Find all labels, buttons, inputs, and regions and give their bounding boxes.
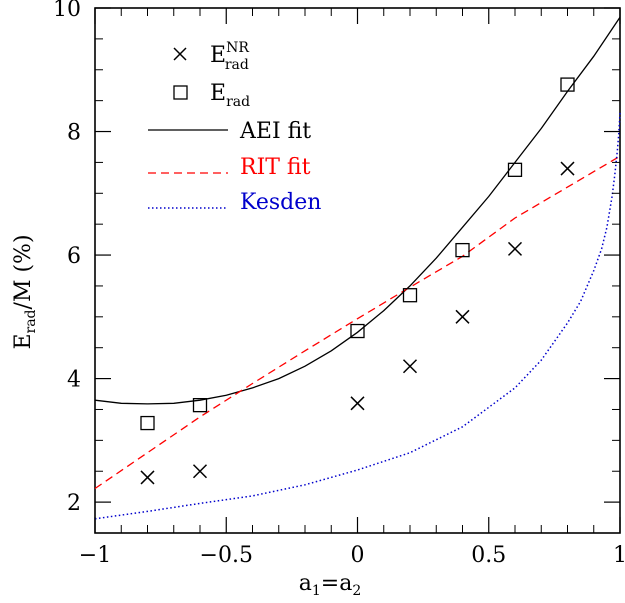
legend-label-kesden: Kesden xyxy=(240,190,321,215)
data-point-erad xyxy=(350,323,365,339)
x-marker-stroke xyxy=(140,470,155,485)
x-tick-label: 0 xyxy=(351,543,365,568)
curve-rit-fit xyxy=(94,155,621,490)
data-point-erad xyxy=(402,288,418,303)
data-point-enr xyxy=(192,464,208,479)
y-tick-label: 8 xyxy=(67,121,81,146)
data-point-enr xyxy=(402,359,418,374)
data-point-erad xyxy=(192,397,208,413)
data-markers xyxy=(140,77,575,485)
data-point-erad xyxy=(455,242,470,258)
x-marker-stroke xyxy=(560,161,575,176)
legend-marker-square xyxy=(173,85,188,100)
axis-ticks xyxy=(94,7,621,533)
curve-kesden xyxy=(94,112,621,520)
data-point-erad xyxy=(507,162,523,177)
x-marker-stroke xyxy=(192,464,208,479)
axis-tick-labels: −1 −0.5 0 0.5 1 2 4 6 8 10 xyxy=(53,0,625,568)
legend-label-aei: AEI fit xyxy=(239,119,311,144)
y-tick-label: 4 xyxy=(67,368,81,393)
legend-label-rit: RIT fit xyxy=(240,155,311,180)
x-marker-stroke xyxy=(507,241,523,256)
x-marker-stroke xyxy=(350,396,365,411)
y-tick-label: 2 xyxy=(67,491,81,516)
data-point-enr xyxy=(560,161,575,176)
y-tick-label: 6 xyxy=(67,244,81,269)
y-axis-label: Erad/M (%) xyxy=(11,234,39,349)
legend-label-erad: Erad xyxy=(210,81,250,110)
fit-curves xyxy=(94,16,621,520)
data-point-enr xyxy=(140,470,155,485)
legend: ENR rad Erad AEI fit RIT fit Kesden xyxy=(148,40,321,215)
x-tick-label: 0.5 xyxy=(471,543,506,568)
x-tick-label: 1 xyxy=(613,543,625,568)
data-point-erad xyxy=(560,77,575,92)
legend-marker-x xyxy=(173,47,187,61)
y-tick-label: 10 xyxy=(53,0,81,22)
x-marker-stroke xyxy=(402,359,418,374)
curve-aei-fit xyxy=(94,16,621,405)
x-axis-label: a1=a2 xyxy=(299,571,362,599)
x-tick-label: −1 xyxy=(79,543,111,568)
data-point-enr xyxy=(350,396,365,411)
data-point-enr xyxy=(455,309,470,324)
data-point-erad xyxy=(140,415,155,431)
legend-label-enr: ENR rad xyxy=(210,40,249,73)
data-point-enr xyxy=(507,241,523,256)
x-tick-label: −0.5 xyxy=(200,543,253,568)
x-marker-stroke xyxy=(455,309,470,324)
